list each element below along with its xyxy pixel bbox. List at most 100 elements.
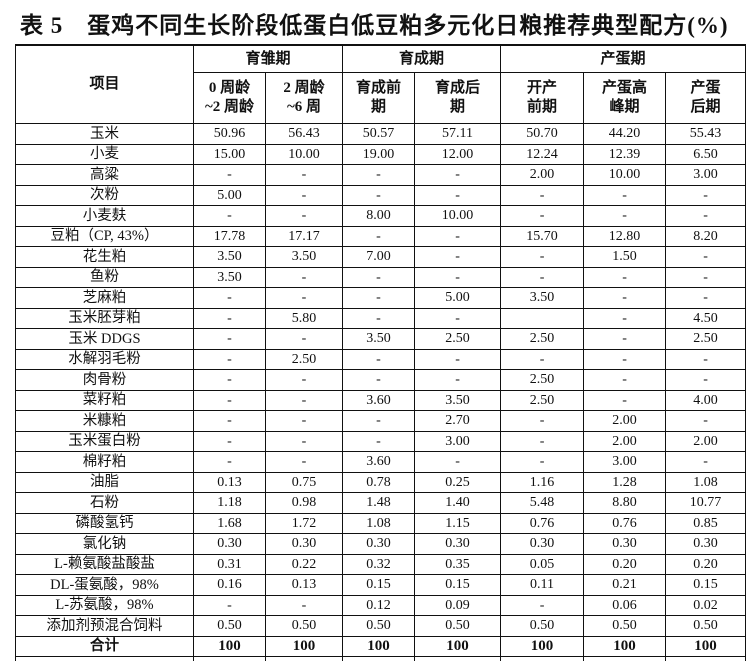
value-cell: - bbox=[193, 594, 266, 616]
value-cell: 57.11 bbox=[414, 123, 502, 145]
value-cell: 2.00 bbox=[500, 164, 585, 186]
value-cell: 1.68 bbox=[193, 512, 266, 534]
value-cell: - bbox=[665, 287, 747, 309]
table-row: 米糠粕 - - -2.70-2.00- bbox=[15, 410, 747, 432]
value-cell: 0.06 bbox=[583, 594, 667, 616]
value-cell: - bbox=[665, 266, 747, 288]
value-cell: 3.60 bbox=[342, 451, 416, 473]
row-label: 玉米 DDGS bbox=[15, 328, 194, 350]
value-cell: - bbox=[193, 389, 266, 411]
value-cell: - bbox=[583, 287, 667, 309]
table-row: 水解羽毛粉 -2.50- - - - - bbox=[15, 348, 747, 370]
value-cell: 0.50 bbox=[500, 615, 585, 637]
value-cell: 0.85 bbox=[665, 512, 747, 534]
value-cell: 100 bbox=[583, 635, 667, 657]
value-cell: 5.48 bbox=[500, 492, 585, 514]
value-cell: 12.00 bbox=[414, 143, 502, 165]
value-cell: 1.28 bbox=[583, 471, 667, 493]
subheader-early-growing: 育成前 期 bbox=[342, 72, 416, 124]
value-cell: 0.50 bbox=[583, 615, 667, 637]
value-cell: 12.80 bbox=[583, 225, 667, 247]
subheader-line: 育成前 bbox=[356, 80, 402, 97]
value-cell: 0.12 bbox=[342, 594, 416, 616]
value-cell: 2.00 bbox=[583, 410, 667, 432]
table-row: DL-蛋氨酸，98% 0.16 0.13 0.15 0.15 0.11 0.21 0.15 bbox=[15, 574, 747, 596]
value-cell: - bbox=[583, 266, 667, 288]
table-row: L-赖氨酸盐酸盐 0.31 0.22 0.32 0.35 0.05 0.20 0.20 bbox=[15, 553, 747, 575]
value-cell: 3.00 bbox=[583, 451, 667, 473]
value-cell: - bbox=[583, 389, 667, 411]
value-cell: 2.50 bbox=[414, 328, 502, 350]
value-cell: - bbox=[414, 246, 502, 268]
value-cell: 100 bbox=[665, 635, 747, 657]
value-cell: 55.43 bbox=[665, 123, 747, 145]
value-cell: - bbox=[193, 369, 266, 391]
value-cell: 0.15 bbox=[414, 574, 502, 596]
value-cell: - bbox=[264, 164, 344, 186]
value-cell: - bbox=[193, 205, 266, 227]
table-row: 棉籽粕 - -3.60- -3.00- bbox=[15, 451, 747, 473]
value-cell: 0.13 bbox=[264, 574, 344, 596]
value-cell: 100 bbox=[193, 635, 266, 657]
value-cell: 7.00 bbox=[342, 246, 416, 268]
value-cell: - bbox=[500, 246, 585, 268]
row-label: 氯化钠 bbox=[15, 533, 194, 555]
value-cell: 50.57 bbox=[342, 123, 416, 145]
value-cell: - bbox=[583, 348, 667, 370]
value-cell: 3.50 bbox=[264, 246, 344, 268]
value-cell: 0.30 bbox=[342, 533, 416, 555]
value-cell: - bbox=[264, 369, 344, 391]
value-cell: 5.00 bbox=[193, 184, 266, 206]
value-cell: 15.00 bbox=[193, 143, 266, 165]
table-row: 玉米蛋白粉 - - -3.00-2.00 2.00 bbox=[15, 430, 747, 452]
subheader-2-6-weeks: 2 周龄 ~6 周 bbox=[264, 72, 344, 124]
value-cell: 2.50 bbox=[264, 348, 344, 370]
table-row: 小麦 15.00 10.00 19.00 12.00 12.24 12.39 6.50 bbox=[15, 143, 747, 165]
value-cell: - bbox=[342, 348, 416, 370]
subheader-line: ~2 周龄 bbox=[204, 99, 255, 115]
value-cell: 3.60 bbox=[342, 389, 416, 411]
table-row: 高粱 - - - -2.00 10.00 3.00 bbox=[15, 164, 747, 186]
value-cell: 0.31 bbox=[193, 553, 266, 575]
value-cell: - bbox=[500, 410, 585, 432]
value-cell: 0.78 bbox=[342, 471, 416, 493]
row-label: 菜籽粕 bbox=[15, 389, 194, 411]
value-cell: 1.72 bbox=[264, 512, 344, 534]
value-cell: - bbox=[193, 328, 266, 350]
value-cell: 56.43 bbox=[264, 123, 344, 145]
subheader-line: 期 bbox=[371, 99, 387, 115]
subheader-line: 产蛋高 bbox=[602, 80, 648, 97]
value-cell: 2.50 bbox=[500, 328, 585, 350]
row-label: 棉籽粕 bbox=[15, 451, 194, 473]
value-cell: 1.18 bbox=[193, 492, 266, 514]
value-cell: 0.76 bbox=[500, 512, 585, 534]
subheader-line: 育成后 bbox=[435, 80, 481, 97]
value-cell: - bbox=[342, 307, 416, 329]
row-label: 玉米胚芽粕 bbox=[15, 307, 194, 329]
table-body: 玉米 50.96 56.43 50.57 57.11 50.70 44.20 55.43 小麦 1… bbox=[15, 123, 747, 657]
table-row: 豆粕（CP, 43%） 17.78 17.17- -15.70 12.80 8.20 bbox=[15, 225, 747, 247]
value-cell: - bbox=[500, 451, 585, 473]
group-header-laying: 产蛋期 bbox=[500, 44, 747, 73]
value-cell: - bbox=[264, 328, 344, 350]
value-cell: 12.39 bbox=[583, 143, 667, 165]
value-cell: - bbox=[414, 184, 502, 206]
value-cell: 0.30 bbox=[414, 533, 502, 555]
value-cell: 0.35 bbox=[414, 553, 502, 575]
row-label: DL-蛋氨酸，98% bbox=[15, 574, 194, 596]
row-label: 高粱 bbox=[15, 164, 194, 186]
value-cell: - bbox=[264, 266, 344, 288]
table-header: 项目 育雏期 育成期 产蛋期 0 周龄 ~2 周龄 2 周龄 ~6 周 育成前 … bbox=[15, 44, 747, 124]
table-row: 肉骨粉 - - - -2.50- - bbox=[15, 369, 747, 391]
value-cell: - bbox=[193, 287, 266, 309]
value-cell: 100 bbox=[342, 635, 416, 657]
value-cell: - bbox=[665, 451, 747, 473]
value-cell: - bbox=[342, 184, 416, 206]
value-cell: - bbox=[342, 287, 416, 309]
cropped-next-row bbox=[15, 656, 747, 661]
table-row: 玉米 DDGS - -3.50 2.50 2.50-2.50 bbox=[15, 328, 747, 350]
item-column-header: 项目 bbox=[15, 44, 194, 124]
value-cell: 0.76 bbox=[583, 512, 667, 534]
value-cell: - bbox=[342, 225, 416, 247]
